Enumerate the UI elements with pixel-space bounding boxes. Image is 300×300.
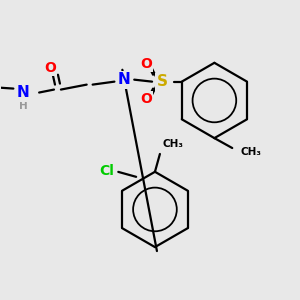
Text: O: O bbox=[44, 61, 56, 75]
Text: N: N bbox=[118, 72, 131, 87]
Text: Cl: Cl bbox=[99, 164, 114, 178]
Text: CH₃: CH₃ bbox=[163, 139, 184, 149]
Text: O: O bbox=[140, 57, 152, 71]
Text: H: H bbox=[19, 101, 28, 111]
Text: CH₃: CH₃ bbox=[240, 147, 261, 157]
Text: S: S bbox=[157, 74, 167, 89]
Text: O: O bbox=[140, 92, 152, 106]
Text: N: N bbox=[17, 85, 30, 100]
